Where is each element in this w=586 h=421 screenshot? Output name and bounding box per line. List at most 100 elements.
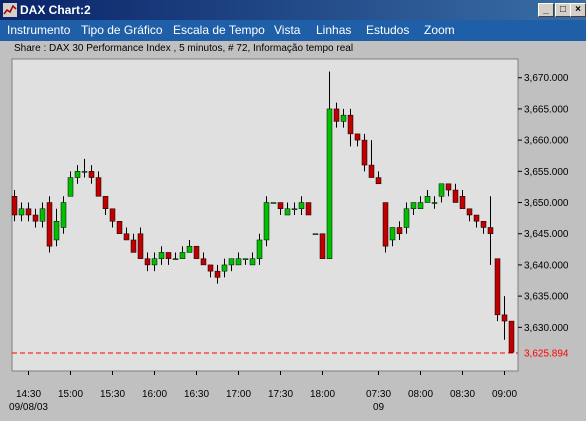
candle-body: [319, 233, 326, 259]
x-date-label: 09/08/03: [9, 402, 48, 413]
candle-body: [354, 133, 361, 141]
candle-body: [291, 208, 298, 211]
candle-body: [32, 214, 39, 222]
y-tick-label: 3,650.000: [524, 198, 569, 209]
window-title: DAX Chart:2: [20, 3, 91, 17]
candle-body: [207, 264, 214, 272]
menu-instrumento[interactable]: Instrumento: [7, 23, 71, 37]
candle-body: [88, 171, 95, 178]
candle-body: [445, 183, 452, 191]
candle-body: [494, 258, 501, 316]
candle-body: [130, 239, 137, 253]
candle-body: [438, 183, 445, 197]
x-tick-label: 14:30: [16, 389, 41, 400]
candle-body: [193, 245, 200, 259]
candle-body: [11, 196, 18, 216]
candle-body: [137, 233, 144, 259]
menu-vista[interactable]: Vista: [274, 23, 301, 37]
candle-body: [368, 164, 375, 178]
candle-body: [333, 108, 340, 122]
candle-body: [123, 233, 130, 241]
candle-body: [326, 108, 333, 259]
x-tick-label: 15:00: [58, 389, 83, 400]
candle-body: [200, 258, 207, 266]
x-tick-label: 17:30: [268, 389, 293, 400]
candle-body: [144, 258, 151, 266]
x-tick-label: 15:30: [100, 389, 125, 400]
candle-body: [424, 196, 431, 203]
candle-body: [158, 252, 165, 259]
candle-body: [116, 220, 123, 234]
candle-body: [487, 227, 494, 234]
menu-zoom[interactable]: Zoom: [424, 23, 455, 37]
x-tick-label: 07:30: [366, 389, 391, 400]
y-tick-label: 3,640.000: [524, 260, 569, 271]
x-date-label: 09: [373, 402, 385, 413]
candle-body: [473, 214, 480, 222]
chart-title: Share : DAX 30 Performance Index , 5 min…: [14, 43, 354, 54]
candle-body: [74, 171, 81, 178]
candle-body: [347, 114, 354, 135]
y-tick-label: 3,655.000: [524, 167, 569, 178]
candle-body: [361, 139, 368, 166]
candle-body: [172, 258, 179, 260]
title-bar: DAX Chart:2 _ □ ×: [0, 0, 586, 20]
x-tick-label: 18:00: [310, 389, 335, 400]
y-tick-label: 3,635.000: [524, 292, 569, 303]
candle-body: [277, 202, 284, 210]
candle-body: [340, 114, 347, 122]
candle-body: [284, 208, 291, 216]
last-price-label: 3,625.894: [524, 348, 569, 359]
candle-body: [256, 239, 263, 259]
y-tick-label: 3,660.000: [524, 136, 569, 147]
candle-body: [508, 320, 515, 353]
candle-body: [396, 227, 403, 234]
candle-body: [46, 202, 53, 247]
x-tick-label: 17:00: [226, 389, 251, 400]
candle-body: [179, 252, 186, 259]
candle-body: [249, 258, 256, 266]
candle-body: [221, 264, 228, 272]
candle-body: [67, 177, 74, 197]
candle-body: [186, 245, 193, 253]
x-tick-label: 09:00: [492, 389, 517, 400]
menu-bar: Instrumento Tipo de Gráfico Escala de Te…: [0, 20, 586, 41]
candle-body: [480, 220, 487, 228]
menu-estudos[interactable]: Estudos: [366, 23, 410, 37]
candle-body: [305, 202, 312, 216]
candle-body: [165, 252, 172, 259]
candle-body: [403, 208, 410, 228]
candle-body: [39, 208, 46, 222]
candle-body: [81, 171, 88, 173]
candle-body: [214, 270, 221, 278]
menu-linhas[interactable]: Linhas: [316, 23, 352, 37]
menu-escala-de-tempo[interactable]: Escala de Tempo: [173, 23, 265, 37]
candle-body: [417, 202, 424, 210]
candle-body: [228, 258, 235, 266]
candle-body: [53, 220, 60, 241]
candle-body: [242, 258, 249, 260]
candle-body: [389, 227, 396, 241]
menu-tipo-de-grafico[interactable]: Tipo de Gráfico: [81, 23, 163, 37]
candle-body: [263, 202, 270, 241]
x-tick-label: 16:30: [184, 389, 209, 400]
y-tick-label: 3,670.000: [524, 73, 569, 84]
candle-body: [18, 208, 25, 216]
candle-body: [235, 258, 242, 266]
candle-body: [25, 208, 32, 216]
maximize-button[interactable]: □: [555, 3, 571, 17]
candle-body: [60, 202, 67, 228]
candle-body: [466, 208, 473, 216]
candle-body: [501, 314, 508, 322]
candle-body: [312, 233, 319, 235]
candle-body: [298, 202, 305, 210]
candle-body: [382, 202, 389, 247]
x-tick-label: 08:30: [450, 389, 475, 400]
candle-body: [270, 202, 277, 204]
minimize-button[interactable]: _: [538, 3, 554, 17]
candle-body: [151, 258, 158, 266]
candle-body: [109, 208, 116, 222]
candle-body: [102, 196, 109, 210]
candle-body: [431, 202, 438, 204]
